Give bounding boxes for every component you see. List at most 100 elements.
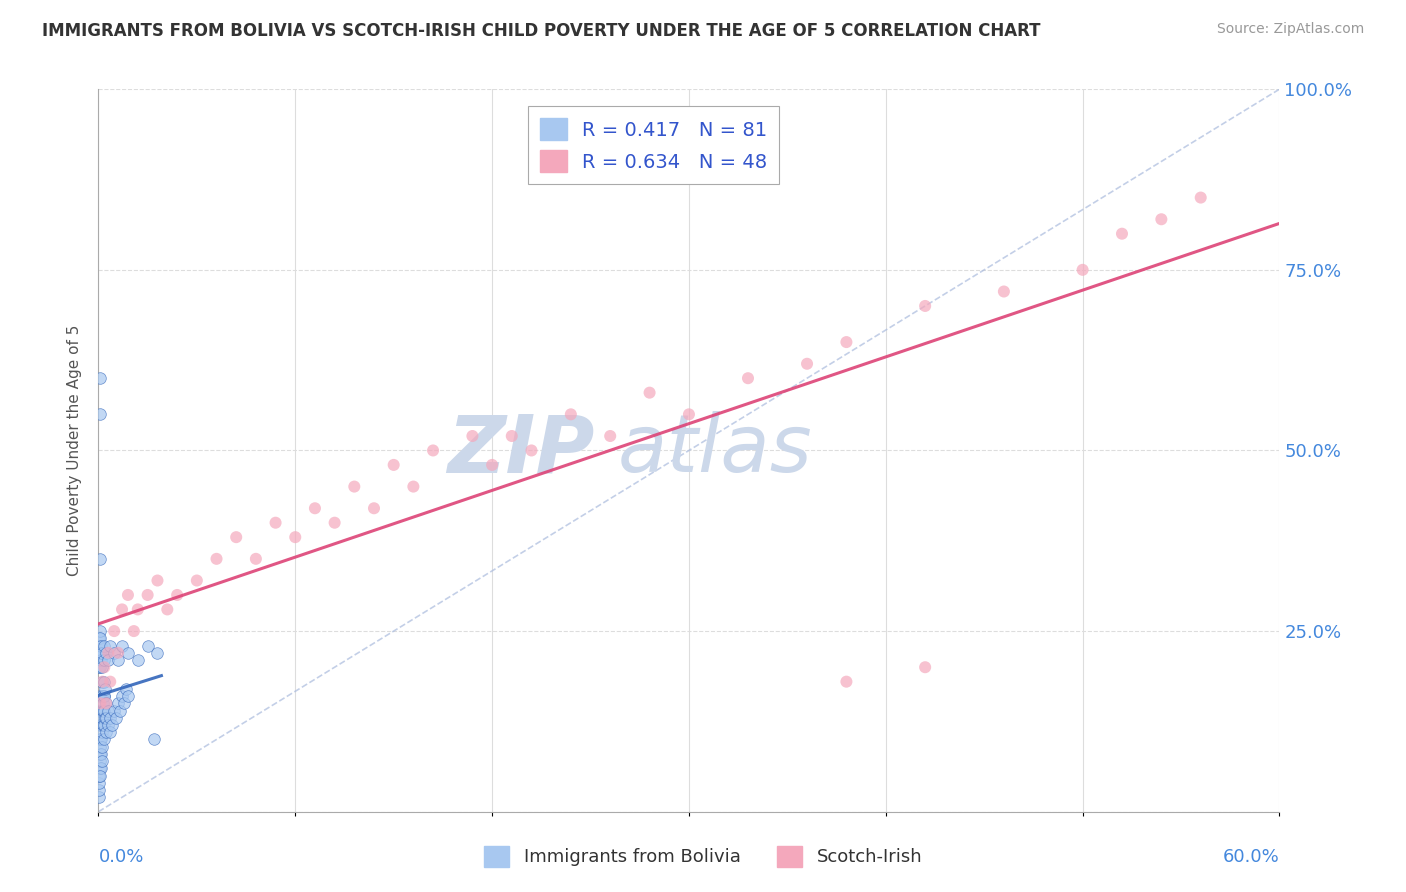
Point <box>89 718 111 732</box>
Text: 0.0%: 0.0% <box>98 847 143 866</box>
Point <box>93 660 115 674</box>
Point <box>245 551 267 566</box>
Point <box>96 725 118 739</box>
Point <box>93 639 115 653</box>
Point <box>122 624 145 639</box>
Point <box>93 704 115 718</box>
Point <box>1111 227 1133 241</box>
Point <box>323 516 346 530</box>
Point <box>87 660 110 674</box>
Text: Source: ZipAtlas.com: Source: ZipAtlas.com <box>1216 22 1364 37</box>
Point <box>93 732 115 747</box>
Point <box>91 739 114 754</box>
Point <box>107 653 129 667</box>
Point <box>96 711 118 725</box>
Point <box>90 653 112 667</box>
Point <box>93 718 115 732</box>
Legend: R = 0.417   N = 81, R = 0.634   N = 48: R = 0.417 N = 81, R = 0.634 N = 48 <box>527 106 779 184</box>
Point <box>96 646 118 660</box>
Point <box>98 674 121 689</box>
Point <box>501 429 523 443</box>
Point <box>89 769 111 783</box>
Point <box>107 646 129 660</box>
Point <box>98 639 121 653</box>
Point <box>264 516 287 530</box>
Point <box>89 769 111 783</box>
Point <box>108 704 131 718</box>
Point <box>89 754 111 768</box>
Point <box>89 624 111 639</box>
Point <box>136 639 159 653</box>
Point <box>89 696 111 710</box>
Text: atlas: atlas <box>619 411 813 490</box>
Point <box>225 530 247 544</box>
Point <box>914 299 936 313</box>
Point <box>136 588 159 602</box>
Y-axis label: Child Poverty Under the Age of 5: Child Poverty Under the Age of 5 <box>67 325 83 576</box>
Point <box>363 501 385 516</box>
Point <box>127 653 149 667</box>
Point <box>91 660 114 674</box>
Point <box>284 530 307 544</box>
Point <box>737 371 759 385</box>
Point <box>87 790 110 805</box>
Point <box>186 574 208 588</box>
Point <box>91 754 114 768</box>
Point <box>91 718 114 732</box>
Legend: Immigrants from Bolivia, Scotch-Irish: Immigrants from Bolivia, Scotch-Irish <box>477 838 929 874</box>
Point <box>101 718 124 732</box>
Point <box>89 653 111 667</box>
Point <box>382 458 405 472</box>
Point <box>481 458 503 472</box>
Point <box>94 681 117 696</box>
Text: ZIP: ZIP <box>447 411 595 490</box>
Point <box>796 357 818 371</box>
Point <box>93 711 115 725</box>
Point <box>111 639 134 653</box>
Point <box>98 711 121 725</box>
Point <box>107 696 129 710</box>
Point <box>93 653 115 667</box>
Point <box>146 646 169 660</box>
Text: 60.0%: 60.0% <box>1223 847 1279 866</box>
Point <box>105 711 128 725</box>
Point <box>89 407 111 421</box>
Point <box>90 718 112 732</box>
Point <box>560 407 582 421</box>
Point <box>97 704 120 718</box>
Point <box>89 551 111 566</box>
Point <box>89 646 111 660</box>
Point <box>90 704 112 718</box>
Point <box>91 674 114 689</box>
Point <box>90 732 112 747</box>
Point <box>117 689 139 703</box>
Point <box>402 480 425 494</box>
Point <box>678 407 700 421</box>
Point <box>90 747 112 761</box>
Point <box>112 696 135 710</box>
Point <box>97 718 120 732</box>
Point <box>117 646 139 660</box>
Point <box>96 696 118 710</box>
Point <box>91 711 114 725</box>
Point <box>91 674 114 689</box>
Point <box>89 747 111 761</box>
Point <box>89 639 111 653</box>
Point <box>127 602 149 616</box>
Point <box>90 639 112 653</box>
Point <box>1071 262 1094 277</box>
Point <box>461 429 484 443</box>
Point <box>89 689 111 703</box>
Point <box>91 646 114 660</box>
Point <box>156 602 179 616</box>
Point <box>89 660 111 674</box>
Point <box>422 443 444 458</box>
Point <box>91 696 114 710</box>
Point <box>993 285 1015 299</box>
Point <box>205 551 228 566</box>
Point <box>90 689 112 703</box>
Point <box>97 646 120 660</box>
Point <box>103 624 125 639</box>
Point <box>142 732 165 747</box>
Point <box>89 371 111 385</box>
